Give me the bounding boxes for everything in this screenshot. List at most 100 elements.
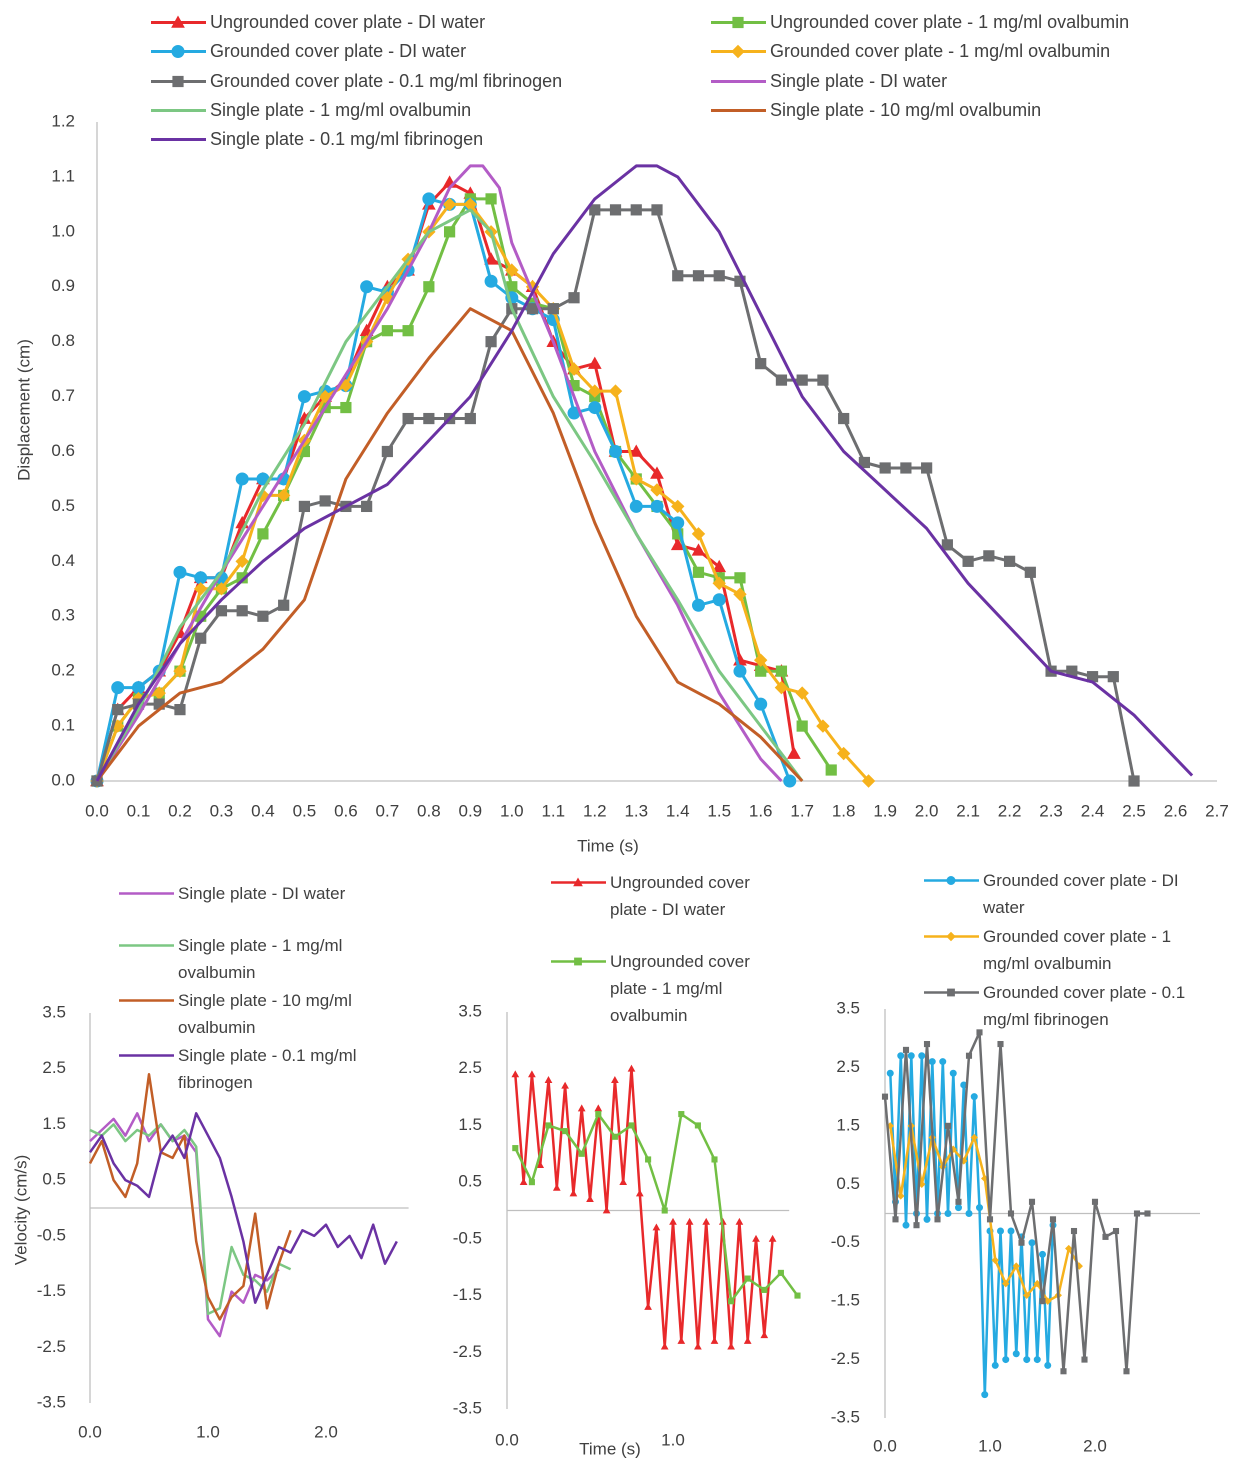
series-line [95, 180, 796, 782]
y-tick-label: 0.0 [51, 770, 75, 789]
legend-swatch [711, 108, 766, 112]
marker [944, 1210, 952, 1217]
marker [825, 764, 837, 776]
x-tick-label: 2.1 [956, 801, 980, 820]
legend-swatch [119, 999, 174, 1002]
marker [361, 500, 373, 513]
marker [983, 550, 995, 562]
x-tick-label: 0.8 [417, 801, 441, 820]
x-tick-label: 1.8 [832, 801, 856, 820]
marker [946, 931, 956, 942]
marker [991, 1361, 999, 1369]
marker [923, 1215, 931, 1223]
marker [381, 445, 393, 458]
marker [710, 1336, 719, 1344]
marker [879, 462, 891, 474]
marker [733, 664, 747, 678]
y-tick-label: 0.6 [51, 441, 75, 460]
x-tick-label: 1.0 [661, 1430, 685, 1449]
marker [442, 197, 457, 212]
marker [1112, 1227, 1120, 1235]
series-line [95, 208, 804, 782]
marker [691, 543, 706, 556]
marker [589, 204, 601, 216]
marker [712, 593, 726, 607]
marker [997, 1041, 1004, 1048]
marker [628, 1122, 635, 1129]
legend-label: Ungrounded cover plate - DI water [210, 12, 486, 32]
x-tick-label: 0.3 [210, 801, 234, 820]
y-tick-label: -3.5 [37, 1392, 66, 1411]
legend-swatch [119, 892, 174, 895]
x-tick-label: 1.1 [541, 801, 565, 820]
marker [1012, 1350, 1020, 1358]
marker [902, 1221, 910, 1229]
marker [588, 401, 602, 415]
marker [923, 1041, 931, 1048]
y-tick-label: -1.5 [831, 1291, 860, 1310]
marker [561, 1081, 569, 1089]
marker [934, 1216, 941, 1223]
x-axis-label: Time (s) [577, 836, 639, 855]
legend-swatch [924, 876, 979, 885]
legend-label: Single plate - 1 mg/ml ovalbumin [178, 936, 343, 982]
marker [1060, 1368, 1067, 1375]
marker [981, 1391, 989, 1399]
y-tick-label: 0.1 [51, 716, 75, 735]
x-tick-label: 2.7 [1205, 801, 1229, 820]
marker [685, 1217, 694, 1225]
marker [1002, 1356, 1010, 1364]
marker [1128, 775, 1140, 787]
marker [671, 499, 685, 514]
series-line [95, 164, 1194, 782]
marker [728, 1298, 735, 1305]
marker [918, 1052, 926, 1060]
marker [692, 566, 705, 578]
marker [402, 412, 414, 425]
marker [611, 1133, 618, 1140]
marker [630, 204, 642, 216]
series-line [95, 307, 804, 783]
marker [567, 362, 581, 376]
legend-item: Grounded cover plate - 0.1 mg/ml fibrino… [150, 67, 562, 96]
legend-item: Grounded cover plate - 1 mg/ml ovalbumin [923, 923, 1188, 977]
x-tick-label: 0.0 [78, 1422, 102, 1441]
marker [644, 1302, 652, 1310]
marker [1028, 1239, 1036, 1247]
marker [939, 1058, 947, 1066]
marker [174, 704, 186, 716]
marker [702, 1217, 711, 1225]
marker [1107, 671, 1119, 683]
legend-label: Grounded cover plate - 0.1 mg/ml fibrino… [210, 70, 563, 91]
marker [194, 571, 208, 585]
marker [1144, 1210, 1151, 1217]
series-line [95, 202, 870, 783]
marker [319, 495, 331, 507]
marker [423, 281, 435, 293]
x-tick-label: 2.0 [314, 1422, 338, 1441]
x-tick-label: 1.7 [790, 801, 814, 820]
marker [836, 746, 851, 761]
y-tick-label: 3.5 [836, 998, 860, 1017]
legend-swatch [711, 79, 766, 83]
marker [568, 292, 580, 304]
marker [595, 1111, 602, 1118]
marker [1007, 1210, 1015, 1217]
marker [609, 204, 622, 216]
marker [796, 374, 808, 386]
marker [976, 1029, 983, 1036]
legend-label: Grounded cover plate - 0.1 mg/ml fibrino… [983, 983, 1186, 1029]
x-tick-label: 1.9 [873, 801, 897, 820]
marker [573, 877, 583, 887]
marker [276, 488, 291, 503]
x-tick-label: 2.3 [1039, 801, 1063, 820]
legend-item: Single plate - 10 mg/ml ovalbumin [710, 96, 1041, 125]
marker [777, 1269, 784, 1276]
marker [713, 270, 725, 282]
marker [112, 704, 124, 716]
legend-item: Grounded cover plate - DI water [923, 867, 1188, 921]
y-tick-label: 1.0 [51, 221, 75, 240]
legend-item: Grounded cover plate - 1 mg/ml ovalbumin [710, 37, 1110, 66]
marker [727, 1342, 735, 1350]
